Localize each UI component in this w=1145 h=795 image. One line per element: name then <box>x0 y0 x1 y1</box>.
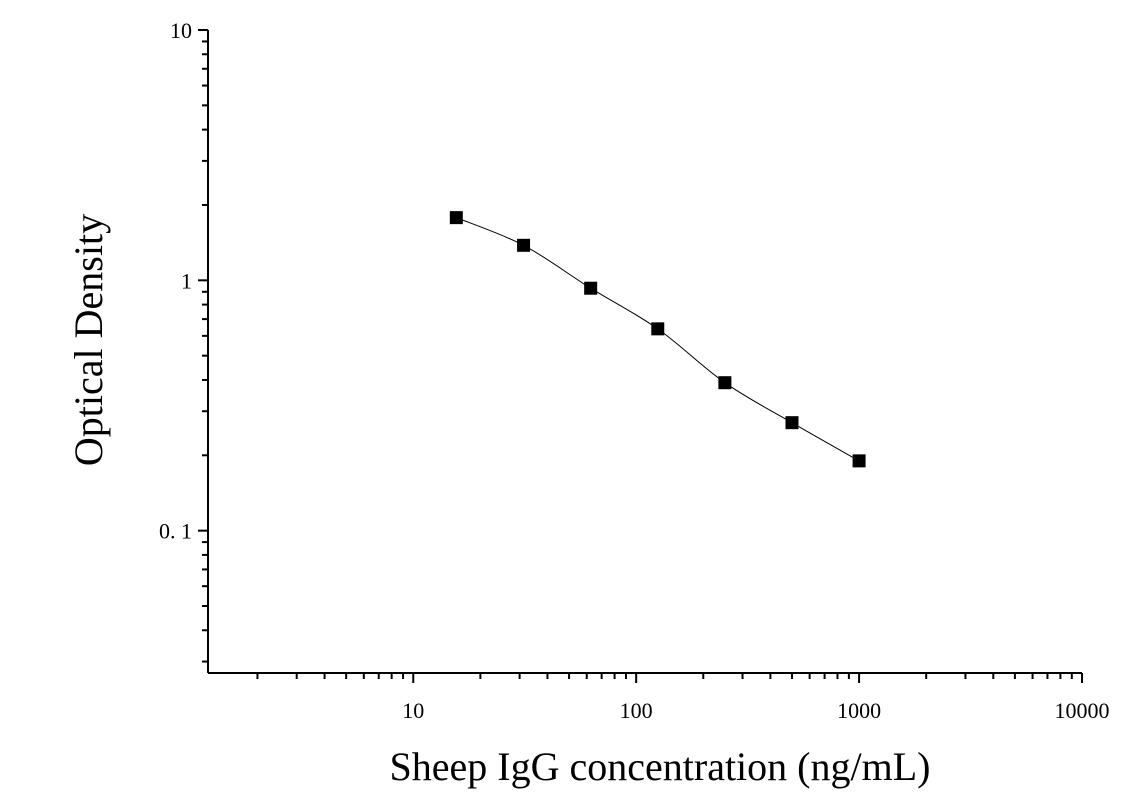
x-tick-label: 100 <box>620 698 653 723</box>
data-points-layer <box>449 211 866 468</box>
tick-labels-layer: 10 100 1000 10000 10 1 0. 1 <box>159 18 1110 723</box>
data-point <box>718 376 732 390</box>
fit-curve-line <box>456 217 860 462</box>
data-point <box>651 322 665 336</box>
y-tick-label: 10 <box>170 18 192 43</box>
axes <box>198 29 1083 683</box>
data-point <box>785 416 799 430</box>
x-axis-title: Sheep IgG concentration (ng/mL) <box>390 744 931 789</box>
data-point <box>584 281 598 295</box>
x-tick-label: 10000 <box>1055 698 1110 723</box>
y-axis-title: Optical Density <box>66 214 111 466</box>
x-tick-label: 10 <box>402 698 424 723</box>
data-point <box>517 238 531 252</box>
y-tick-label: 1 <box>181 268 192 293</box>
y-tick-label: 0. 1 <box>159 519 192 544</box>
fit-curve-layer <box>456 217 860 462</box>
data-point <box>449 211 463 225</box>
x-tick-label: 1000 <box>837 698 881 723</box>
data-point <box>852 454 866 468</box>
